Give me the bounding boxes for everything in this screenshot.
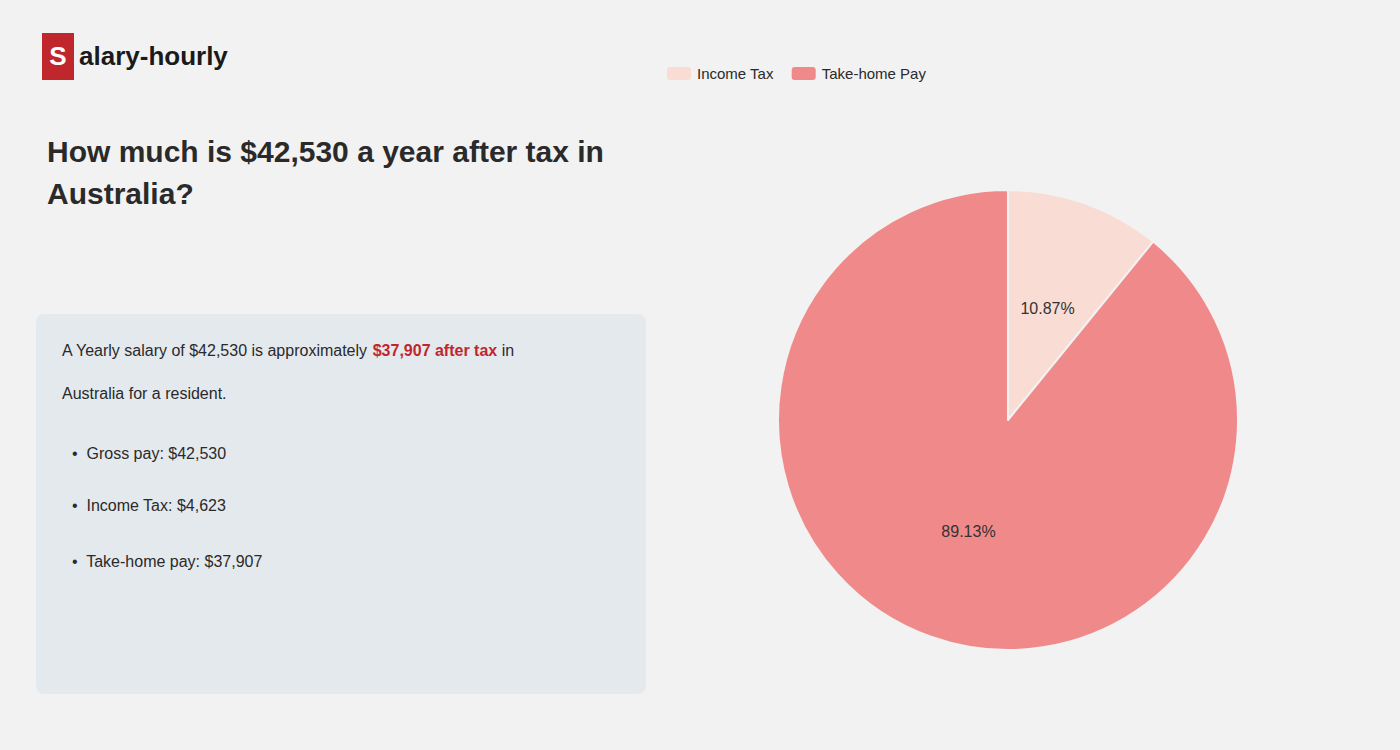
svg-text:$37,907 after tax: $37,907 after tax xyxy=(373,342,498,359)
svg-text:89.13%: 89.13% xyxy=(941,523,995,540)
svg-text:Take-home Pay: Take-home Pay xyxy=(822,65,927,82)
svg-text:A Yearly salary of $42,530 is: A Yearly salary of $42,530 is approximat… xyxy=(62,342,372,359)
svg-text:• Take-home pay: $37,907: • Take-home pay: $37,907 xyxy=(72,553,262,570)
svg-text:S: S xyxy=(49,41,66,71)
svg-text:Australia for a resident.: Australia for a resident. xyxy=(62,385,227,402)
svg-text:Income Tax: Income Tax xyxy=(697,65,774,82)
svg-text:How much is $42,530 a year aft: How much is $42,530 a year after tax in xyxy=(47,135,604,168)
svg-text:10.87%: 10.87% xyxy=(1020,300,1074,317)
svg-text:• Income Tax: $4,623: • Income Tax: $4,623 xyxy=(72,497,226,514)
svg-text:in: in xyxy=(497,342,514,359)
svg-text:Australia?: Australia? xyxy=(47,177,194,210)
svg-text:• Gross pay: $42,530: • Gross pay: $42,530 xyxy=(72,445,226,462)
svg-text:alary-hourly: alary-hourly xyxy=(79,41,228,71)
